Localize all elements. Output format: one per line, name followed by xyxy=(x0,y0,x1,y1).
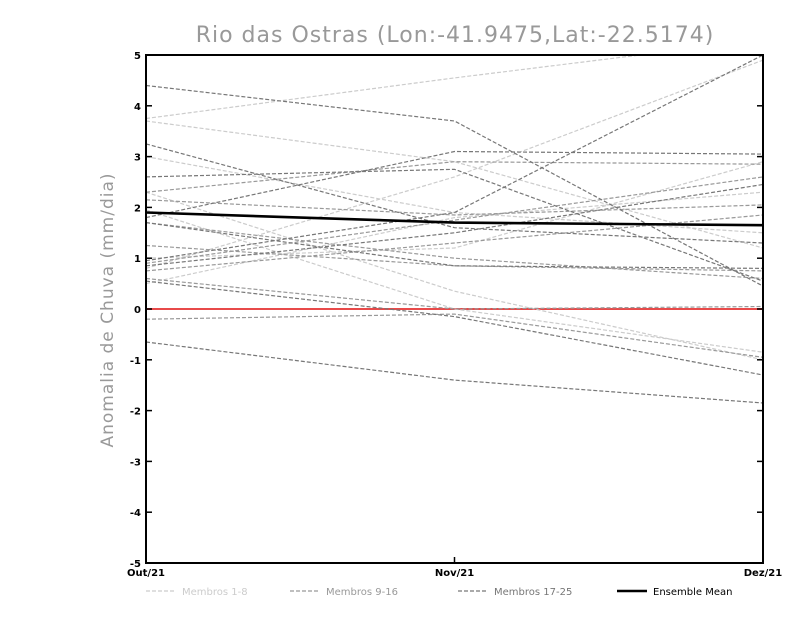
legend-label: Membros 17-25 xyxy=(494,587,572,598)
member-line-13 xyxy=(146,277,763,310)
y-tick-label: -5 xyxy=(130,559,141,570)
y-tick-label: -4 xyxy=(130,508,141,519)
legend: Membros 1-8 Membros 9-16 Membros 17-25 Ense… xyxy=(146,587,732,598)
member-line-20 xyxy=(146,55,763,262)
y-tick-label: 4 xyxy=(134,102,141,113)
member-line-24 xyxy=(146,183,763,267)
member-line-2 xyxy=(146,120,763,249)
y-tick-label: -3 xyxy=(130,457,141,468)
member-line-14 xyxy=(146,199,763,216)
y-tick-label: -2 xyxy=(130,407,141,418)
y-tick-label: 0 xyxy=(134,305,141,316)
member-line-11 xyxy=(146,222,763,280)
member-line-3 xyxy=(146,191,763,361)
chart-title: Rio das Ostras (Lon:-41.9475,Lat:-22.517… xyxy=(196,23,715,48)
x-tick-label: Out/21 xyxy=(127,568,165,579)
member-line-4 xyxy=(146,161,763,259)
member-line-15 xyxy=(146,176,763,264)
member-line-18 xyxy=(146,143,763,244)
member-line-23 xyxy=(146,150,763,219)
y-tick-label: 1 xyxy=(134,254,141,265)
legend-label: Membros 9-16 xyxy=(326,587,398,598)
x-tick-label: Dez/21 xyxy=(744,568,783,579)
member-line-12 xyxy=(146,313,763,358)
member-line-1 xyxy=(146,55,645,120)
y-axis-label: Anomalia de Chuva (mm/dia) xyxy=(98,172,118,447)
y-tick-label: 2 xyxy=(134,203,141,214)
legend-label: Ensemble Mean xyxy=(653,587,732,598)
member-line-19 xyxy=(146,168,763,282)
member-line-16 xyxy=(146,244,763,272)
y-tick-label: 5 xyxy=(134,51,141,62)
legend-label: Membros 1-8 xyxy=(182,587,248,598)
member-line-25 xyxy=(146,222,763,269)
member-line-17 xyxy=(146,84,763,287)
y-tick-label: 3 xyxy=(134,153,141,164)
member-line-21 xyxy=(146,341,763,404)
ensemble-mean-line xyxy=(146,211,763,227)
x-tick-label: Nov/21 xyxy=(435,568,474,579)
member-line-5 xyxy=(146,59,763,269)
member-line-9 xyxy=(146,161,763,193)
member-line-22 xyxy=(146,280,763,376)
y-tick-label: -1 xyxy=(130,356,141,367)
member-line-6 xyxy=(146,209,763,353)
